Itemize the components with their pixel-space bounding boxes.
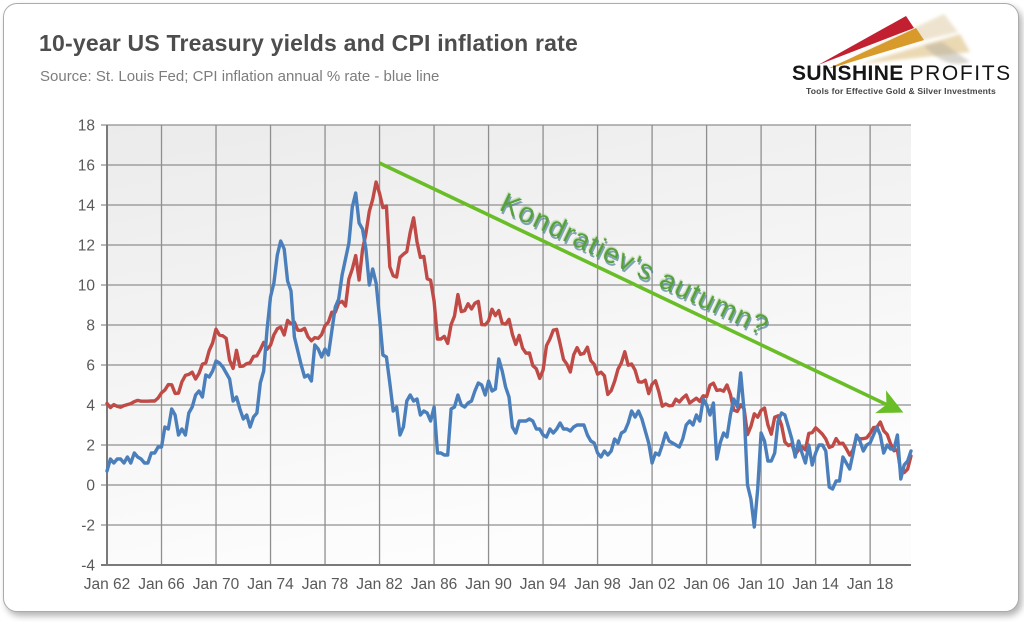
logo-name-profits: PROFITS bbox=[909, 62, 1012, 85]
x-tick-label: Jan 82 bbox=[356, 576, 403, 593]
x-tick-label: Jan 90 bbox=[465, 576, 512, 593]
y-tick-label: 18 bbox=[78, 118, 95, 135]
plot-area bbox=[107, 125, 911, 565]
y-tick-label: 14 bbox=[78, 198, 96, 215]
y-tick-label: 6 bbox=[86, 358, 95, 375]
logo-name-sunshine: SUNSHINE bbox=[792, 62, 904, 85]
chart-card: 10-year US Treasury yields and CPI infla… bbox=[3, 3, 1019, 612]
x-tick-label: Jan 10 bbox=[738, 576, 785, 593]
kondratiev-arrow bbox=[378, 161, 904, 414]
x-tick-label: Jan 06 bbox=[683, 576, 730, 593]
y-tick-label: 2 bbox=[86, 438, 95, 455]
chart-source-subtitle: Source: St. Louis Fed; CPI inflation ann… bbox=[40, 68, 440, 85]
x-tick-label: Jan 02 bbox=[629, 576, 676, 593]
y-tick-label: 12 bbox=[78, 238, 95, 255]
y-tick-label: -2 bbox=[81, 518, 95, 535]
y-tick-label: 0 bbox=[86, 478, 95, 495]
page-title: 10-year US Treasury yields and CPI infla… bbox=[39, 30, 579, 56]
sunshine-profits-logo: SUNSHINE PROFITS Tools for Effective Gol… bbox=[792, 8, 1010, 96]
x-tick-label: Jan 78 bbox=[302, 576, 349, 593]
logo-name: SUNSHINE PROFITS bbox=[792, 62, 1012, 85]
axes bbox=[101, 125, 911, 566]
y-tick-label: 4 bbox=[86, 398, 95, 415]
x-tick-label: Jan 74 bbox=[247, 576, 294, 593]
y-tick-label: 10 bbox=[78, 278, 96, 295]
treasury-yield-line bbox=[105, 180, 913, 475]
x-tick-label: Jan 98 bbox=[574, 576, 621, 593]
x-tick-label: Jan 62 bbox=[84, 576, 131, 593]
x-tick-label: Jan 18 bbox=[847, 576, 894, 593]
x-tick-label: Jan 86 bbox=[411, 576, 458, 593]
x-tick-label: Jan 70 bbox=[193, 576, 240, 593]
x-tick-label: Jan 66 bbox=[138, 576, 185, 593]
logo-tagline: Tools for Effective Gold & Silver Invest… bbox=[806, 86, 996, 96]
y-tick-label: 8 bbox=[86, 318, 95, 335]
y-tick-label: -4 bbox=[81, 558, 95, 575]
cpi-inflation-line bbox=[105, 191, 913, 529]
x-tick-label: Jan 14 bbox=[792, 576, 839, 593]
x-tick-label: Jan 94 bbox=[520, 576, 567, 593]
logo-rays-icon bbox=[818, 14, 970, 68]
y-tick-label: 16 bbox=[78, 158, 95, 175]
